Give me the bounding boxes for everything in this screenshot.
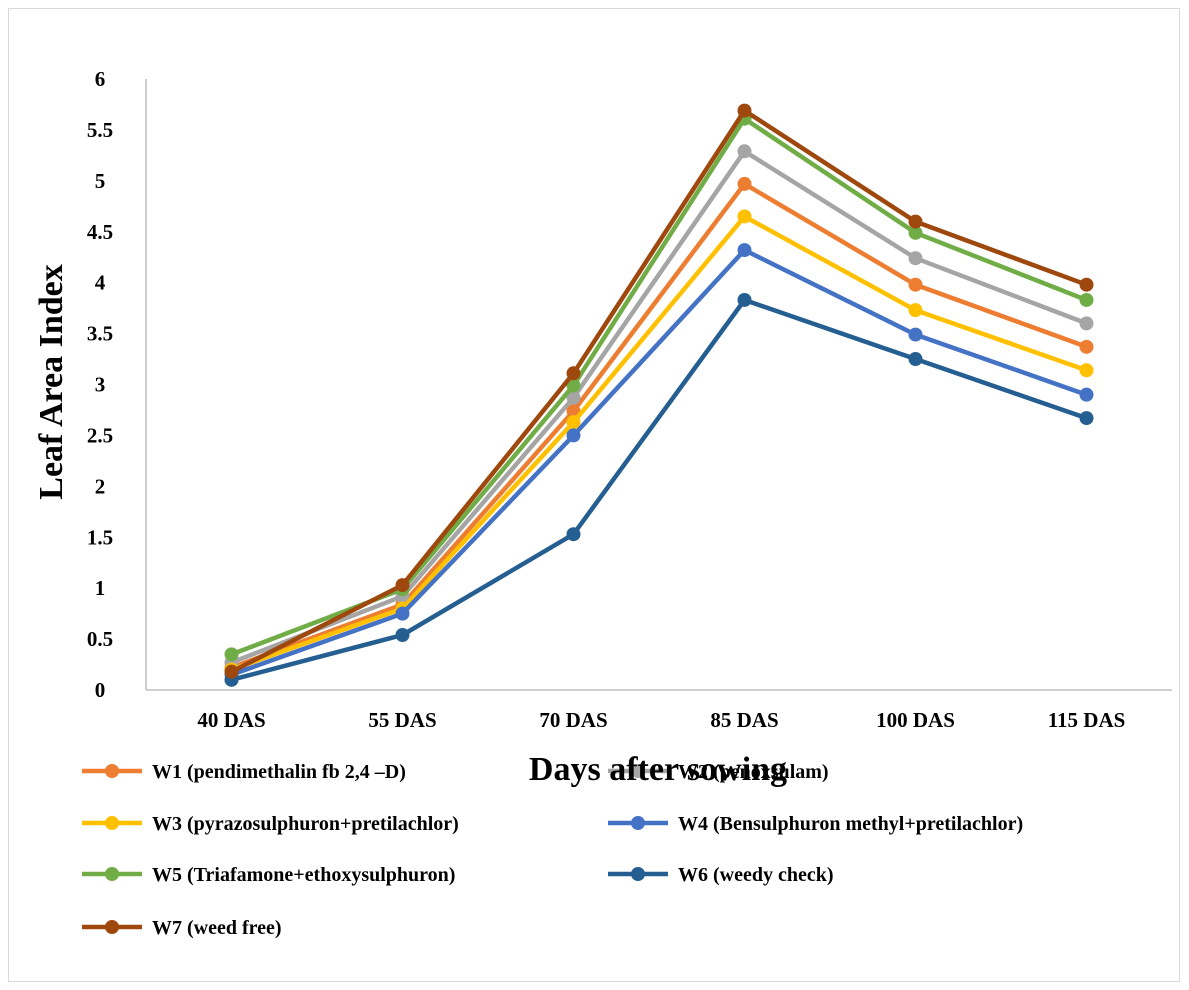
legend-swatch-marker <box>631 764 645 778</box>
data-point <box>395 628 410 643</box>
legend-label: W7 (weed free) <box>152 917 282 939</box>
series-lines <box>224 103 1094 687</box>
data-point <box>566 378 581 393</box>
data-point <box>566 415 581 430</box>
data-point <box>737 144 752 159</box>
data-point <box>566 366 581 381</box>
data-point <box>1079 363 1094 378</box>
y-tick-label: 6 <box>95 67 106 91</box>
data-point <box>737 176 752 191</box>
data-point <box>1079 277 1094 292</box>
y-tick-label: 2 <box>95 474 106 498</box>
x-tick-label: 100 DAS <box>876 708 955 732</box>
data-point <box>737 209 752 224</box>
data-point <box>1079 339 1094 354</box>
legend-item: W6 (weedy check) <box>608 864 834 886</box>
legend: W1 (pendimethalin fb 2,4 –D) W2 (penoxsul… <box>82 761 1023 939</box>
x-axis-title: Days after sowing <box>529 751 787 788</box>
data-point <box>224 664 239 679</box>
data-point <box>566 527 581 542</box>
legend-item: W4 (Bensulphuron methyl+pretilachlor) <box>608 813 1023 835</box>
x-tick-label: 115 DAS <box>1048 708 1126 732</box>
y-tick-label: 5.5 <box>87 118 113 142</box>
series-6 <box>224 292 1094 687</box>
data-point <box>1079 316 1094 331</box>
data-point <box>908 225 923 240</box>
data-point <box>566 428 581 443</box>
legend-item: W1 (pendimethalin fb 2,4 –D) <box>82 761 406 783</box>
x-axis-ticks: 40 DAS 55 DAS 70 DAS 85 DAS 100 DAS 115 DAS <box>197 708 1125 732</box>
series-7 <box>224 103 1094 679</box>
x-tick-label: 40 DAS <box>197 708 265 732</box>
legend-label: W1 (pendimethalin fb 2,4 –D) <box>152 761 406 783</box>
series-line <box>230 214 1088 672</box>
x-tick-label: 70 DAS <box>539 708 607 732</box>
series-line <box>230 108 1088 674</box>
y-axis-title: Leaf Area Index <box>33 264 70 499</box>
data-point <box>908 214 923 229</box>
chart-frame <box>8 8 1180 982</box>
data-point <box>566 390 581 405</box>
data-point <box>737 243 752 258</box>
data-point <box>395 606 410 621</box>
legend-swatch-marker <box>105 867 119 881</box>
legend-label: W2 (penoxsulam) <box>678 761 829 783</box>
legend-swatch-marker <box>105 816 119 830</box>
legend-item: W7 (weed free) <box>82 917 282 939</box>
legend-label: W6 (weedy check) <box>678 864 834 886</box>
series-line <box>230 297 1088 682</box>
y-tick-label: 0.5 <box>87 627 113 651</box>
legend-item: W3 (pyrazosulphuron+pretilachlor) <box>82 813 459 835</box>
legend-swatch-marker <box>105 920 119 934</box>
legend-item: W2 (penoxsulam) <box>608 761 829 783</box>
y-axis-ticks: 0 0.5 1 1.5 2 2.5 3 3.5 4 4.5 5 5.5 6 <box>87 67 113 702</box>
data-point <box>908 277 923 292</box>
legend-swatch-marker <box>631 816 645 830</box>
legend-item: W5 (Triafamone+ethoxysulphuron) <box>82 864 455 886</box>
data-point <box>1079 292 1094 307</box>
series-2 <box>224 144 1094 670</box>
y-tick-label: 4 <box>95 271 106 295</box>
series-line <box>230 116 1088 657</box>
y-tick-label: 1.5 <box>87 525 113 549</box>
data-point <box>908 352 923 367</box>
series-5 <box>224 111 1094 662</box>
data-point <box>395 578 410 593</box>
data-point <box>908 303 923 318</box>
data-point <box>1079 387 1094 402</box>
series-4 <box>224 243 1094 682</box>
legend-label: W5 (Triafamone+ethoxysulphuron) <box>152 864 455 886</box>
data-point <box>1079 411 1094 426</box>
y-tick-label: 2.5 <box>87 423 113 447</box>
series-line <box>230 247 1088 677</box>
y-tick-label: 0 <box>95 678 106 702</box>
legend-label: W4 (Bensulphuron methyl+pretilachlor) <box>678 813 1023 835</box>
data-point <box>224 647 239 662</box>
series-line <box>230 181 1088 670</box>
legend-swatch-marker <box>631 867 645 881</box>
y-tick-label: 5 <box>95 169 106 193</box>
data-point <box>737 292 752 307</box>
data-point <box>908 327 923 342</box>
x-tick-label: 55 DAS <box>368 708 436 732</box>
legend-label: W3 (pyrazosulphuron+pretilachlor) <box>152 813 459 835</box>
y-tick-label: 1 <box>95 576 106 600</box>
x-tick-label: 85 DAS <box>710 708 778 732</box>
legend-swatch-marker <box>105 764 119 778</box>
y-tick-label: 3.5 <box>87 322 113 346</box>
series-line <box>230 149 1088 665</box>
data-point <box>737 103 752 118</box>
data-point <box>908 251 923 266</box>
y-tick-label: 3 <box>95 373 106 397</box>
y-tick-label: 4.5 <box>87 220 113 244</box>
